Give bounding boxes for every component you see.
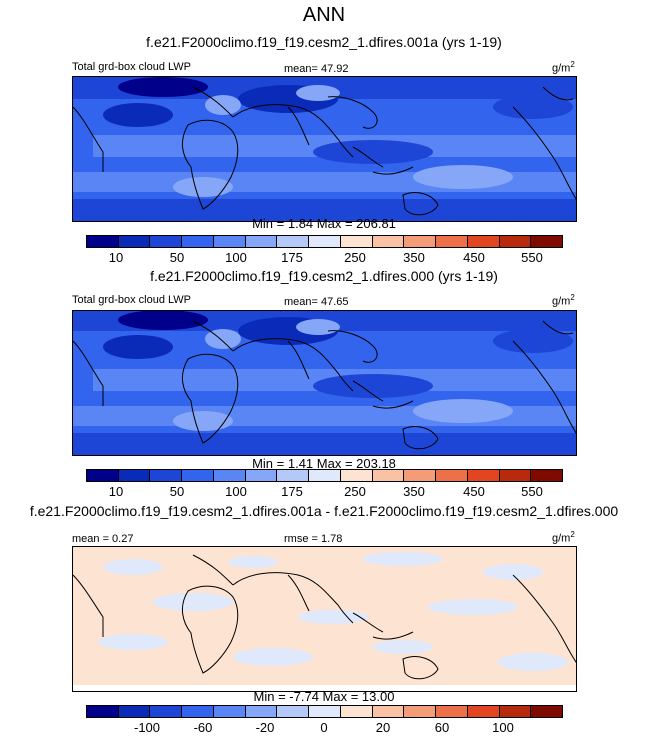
panel-3-colorbar: [86, 705, 563, 718]
colorbar-box: [182, 236, 214, 247]
panel-1-colorbar: [86, 235, 563, 248]
panel-2-variable-label: Total grd-box cloud LWP: [72, 294, 192, 306]
colorbar-box: [87, 236, 119, 247]
colorbar-box: [213, 706, 246, 717]
colorbar-box: [150, 706, 183, 717]
colorbar-box: [531, 470, 563, 481]
colorbar-box: [118, 470, 151, 481]
panel-2-colorbar: [86, 469, 563, 482]
panel-3-tick: -60: [193, 720, 213, 735]
colorbar-box: [213, 470, 246, 481]
panel-3-map: [72, 546, 577, 692]
panel-1-tick: 350: [403, 250, 425, 265]
panel-3-units: g/m2: [552, 530, 575, 545]
colorbar-box: [150, 470, 183, 481]
colorbar-box: [531, 236, 563, 247]
panel-2-tick: 10: [108, 484, 124, 499]
colorbar-box: [499, 236, 532, 247]
colorbar-box: [499, 470, 532, 481]
panel-1-variable-label: Total grd-box cloud LWP: [72, 61, 192, 73]
panel-1-title: f.e21.F2000climo.f19_f19.cesm2_1.dfires.…: [146, 34, 502, 50]
panel-3-tick: -100: [133, 720, 161, 735]
panel-3-minmax: Min = -7.74 Max = 13.00: [253, 689, 395, 704]
colorbar-box: [340, 236, 373, 247]
panel-3-rmse: rmse = 1.78: [284, 533, 343, 545]
panel-1-mean: mean= 47.92: [284, 63, 349, 75]
colorbar-box: [87, 470, 119, 481]
panel-3-tick: 20: [375, 720, 391, 735]
colorbar-box: [182, 706, 214, 717]
colorbar-box: [340, 470, 373, 481]
panel-2-title: f.e21.F2000climo.f19_f19.cesm2_1.dfires.…: [150, 268, 498, 284]
panel-2-units: g/m2: [552, 293, 575, 308]
panel-1-units: g/m2: [552, 60, 575, 75]
colorbar-box: [436, 706, 468, 717]
panel-2-minmax: Min = 1.41 Max = 203.18: [252, 456, 396, 471]
colorbar-box: [467, 470, 500, 481]
panel-2-tick: 450: [463, 484, 485, 499]
colorbar-box: [372, 470, 405, 481]
panel-1-tick: 175: [281, 250, 303, 265]
colorbar-box: [436, 470, 468, 481]
panel-1-minmax: Min = 1.84 Max = 206.81: [252, 216, 396, 231]
panel-2-map-svg: [73, 311, 576, 455]
colorbar-box: [404, 236, 437, 247]
colorbar-box: [150, 236, 183, 247]
colorbar-box: [404, 470, 437, 481]
panel-3-tick: -20: [255, 720, 275, 735]
panel-2-tick: 50: [169, 484, 185, 499]
colorbar-box: [182, 470, 214, 481]
colorbar-box: [245, 470, 278, 481]
panel-2-mean: mean= 47.65: [284, 296, 349, 308]
panel-1-map: [72, 76, 577, 222]
figure-title: ANN: [302, 4, 346, 26]
panel-1-tick: 450: [463, 250, 485, 265]
panel-1-tick: 250: [344, 250, 366, 265]
colorbar-box: [245, 706, 278, 717]
panel-2-tick: 250: [344, 484, 366, 499]
colorbar-box: [277, 706, 310, 717]
colorbar-box: [499, 706, 532, 717]
colorbar-box: [309, 470, 341, 481]
colorbar-box: [277, 236, 310, 247]
panel-1-tick: 50: [169, 250, 185, 265]
colorbar-box: [245, 236, 278, 247]
colorbar-box: [277, 470, 310, 481]
panel-2-tick: 100: [225, 484, 247, 499]
colorbar-box: [340, 706, 373, 717]
panel-3-tick: 100: [492, 720, 514, 735]
panel-1-tick: 100: [225, 250, 247, 265]
colorbar-box: [467, 706, 500, 717]
panel-2-map: [72, 310, 577, 456]
colorbar-box: [213, 236, 246, 247]
panel-3-title: f.e21.F2000climo.f19_f19.cesm2_1.dfires.…: [29, 503, 619, 519]
panel-3-tick: 0: [320, 720, 328, 735]
colorbar-box: [118, 706, 151, 717]
panel-3-tick: 60: [434, 720, 450, 735]
colorbar-box: [309, 236, 341, 247]
colorbar-box: [118, 236, 151, 247]
panel-1-tick: 550: [521, 250, 543, 265]
colorbar-box: [372, 236, 405, 247]
colorbar-box: [467, 236, 500, 247]
colorbar-box: [372, 706, 405, 717]
colorbar-box: [309, 706, 341, 717]
panel-1-map-svg: [73, 77, 576, 221]
colorbar-box: [404, 706, 437, 717]
panel-2-tick: 175: [281, 484, 303, 499]
panel-3-map-svg: [73, 547, 576, 685]
colorbar-box: [531, 706, 563, 717]
colorbar-box: [87, 706, 119, 717]
panel-3-mean: mean = 0.27: [72, 533, 134, 545]
colorbar-box: [436, 236, 468, 247]
panel-2-tick: 550: [521, 484, 543, 499]
panel-1-tick: 10: [108, 250, 124, 265]
panel-2-tick: 350: [403, 484, 425, 499]
